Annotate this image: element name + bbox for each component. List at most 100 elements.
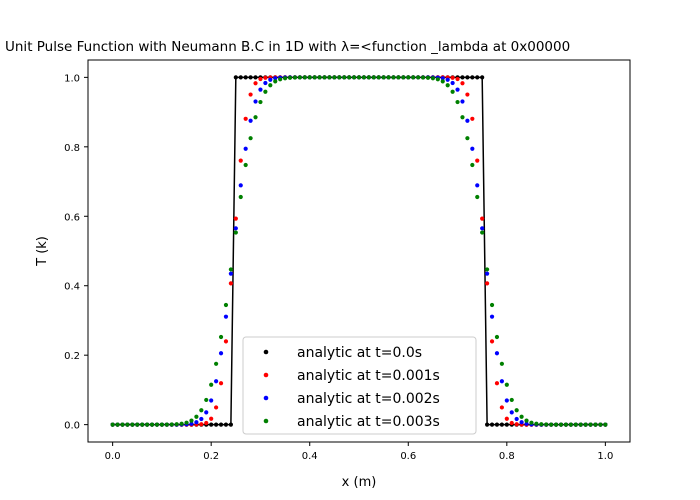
data-point (233, 226, 238, 231)
data-point (278, 77, 283, 82)
data-point (238, 158, 243, 163)
data-point (125, 422, 130, 427)
legend-marker (263, 349, 269, 355)
data-point (549, 422, 554, 427)
data-point (460, 115, 465, 120)
data-point (489, 302, 495, 308)
data-point (470, 116, 475, 121)
data-point (465, 92, 470, 97)
data-point (485, 281, 490, 286)
data-point (460, 75, 465, 80)
chart-title: Unit Pulse Function with Neumann B.C in … (5, 39, 570, 55)
data-point (578, 422, 583, 427)
data-point (509, 410, 514, 415)
data-point (199, 422, 204, 427)
data-point (263, 75, 268, 80)
data-point (509, 420, 514, 426)
data-point (386, 75, 391, 80)
data-point (253, 81, 258, 86)
data-point (179, 421, 184, 426)
data-point (253, 75, 258, 80)
data-point (248, 136, 253, 141)
data-point (485, 271, 490, 276)
data-point (273, 76, 278, 81)
data-point (391, 75, 396, 80)
data-point (598, 422, 603, 427)
y-tick-label: 0.8 (64, 143, 80, 154)
data-point (494, 422, 500, 427)
legend-marker (263, 395, 269, 401)
y-tick-label: 0.4 (64, 282, 80, 293)
data-point (489, 314, 495, 319)
data-point (450, 80, 455, 86)
data-point (248, 118, 253, 123)
data-point (145, 422, 150, 427)
data-point (189, 421, 194, 426)
data-point (475, 75, 480, 80)
y-axis: 0.0 0.2 0.4 0.6 0.8 1.0 (64, 73, 88, 432)
data-point (366, 75, 371, 80)
y-tick-label: 0.6 (64, 212, 80, 223)
data-point (371, 75, 376, 80)
data-point (248, 92, 253, 97)
data-point (553, 422, 559, 427)
data-point (209, 416, 214, 421)
data-point (110, 422, 115, 427)
data-point (140, 422, 145, 427)
data-point (342, 75, 347, 80)
data-point (307, 75, 312, 80)
data-point (297, 75, 302, 80)
data-point (504, 416, 509, 421)
data-point (361, 75, 367, 80)
data-point (322, 75, 327, 80)
data-point (258, 87, 263, 92)
data-point (440, 76, 445, 81)
legend: analytic at t=0.0s analytic at t=0.001s an… (242, 336, 477, 435)
data-point (455, 99, 460, 105)
data-point (243, 162, 248, 168)
data-point (115, 422, 120, 427)
data-point (401, 75, 406, 80)
x-tick-label: 0.2 (203, 451, 219, 462)
data-point (120, 422, 125, 427)
data-point (312, 75, 317, 80)
data-point (514, 422, 519, 427)
data-point (583, 422, 588, 427)
data-point (499, 379, 504, 384)
data-point (302, 75, 307, 80)
data-point (504, 398, 509, 403)
data-point (480, 216, 485, 221)
data-point (233, 75, 238, 80)
x-tick-label: 0.8 (499, 451, 515, 462)
data-point (243, 116, 248, 121)
data-point (450, 75, 455, 80)
data-point (499, 405, 504, 410)
legend-frame (242, 336, 477, 435)
data-point (292, 75, 298, 80)
data-point (233, 230, 238, 235)
data-point (218, 422, 224, 427)
data-point (223, 314, 229, 319)
data-point (470, 162, 475, 168)
data-point (194, 414, 199, 419)
data-point (455, 76, 460, 82)
data-point (499, 422, 504, 427)
data-point (435, 77, 440, 82)
data-point (460, 99, 465, 104)
legend-label: analytic at t=0.002s (297, 391, 440, 407)
data-point (169, 422, 174, 427)
y-tick-label: 0.0 (64, 421, 80, 432)
data-point (455, 87, 460, 92)
data-point (539, 422, 544, 427)
data-point (253, 99, 258, 104)
data-point (258, 76, 263, 82)
legend-marker (263, 418, 269, 424)
plot-marks (110, 75, 608, 427)
data-point (268, 77, 273, 82)
data-point (199, 408, 204, 413)
data-point (465, 136, 470, 141)
data-point (450, 89, 455, 94)
data-point (204, 410, 209, 415)
data-point (460, 81, 465, 86)
data-point (263, 80, 268, 86)
